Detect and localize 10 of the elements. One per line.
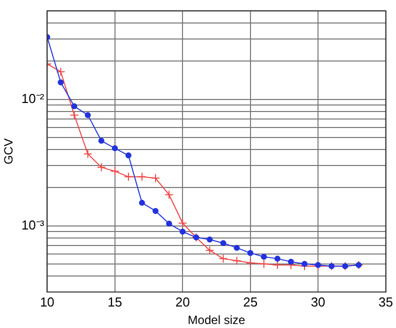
y-tick-label: 10⁻³	[21, 217, 45, 232]
x-tick-label: 25	[243, 294, 258, 310]
x-tick-label: 20	[175, 294, 190, 310]
y-axis-title: GCV	[2, 138, 16, 164]
x-axis-title: Model size	[188, 313, 246, 328]
x-tick-label: 15	[108, 294, 122, 310]
x-tick-label: 35	[378, 294, 394, 310]
x-tick-label: 30	[310, 294, 326, 310]
y-tick-label: 10⁻²	[21, 90, 45, 106]
x-tick-label: 10	[40, 294, 54, 310]
